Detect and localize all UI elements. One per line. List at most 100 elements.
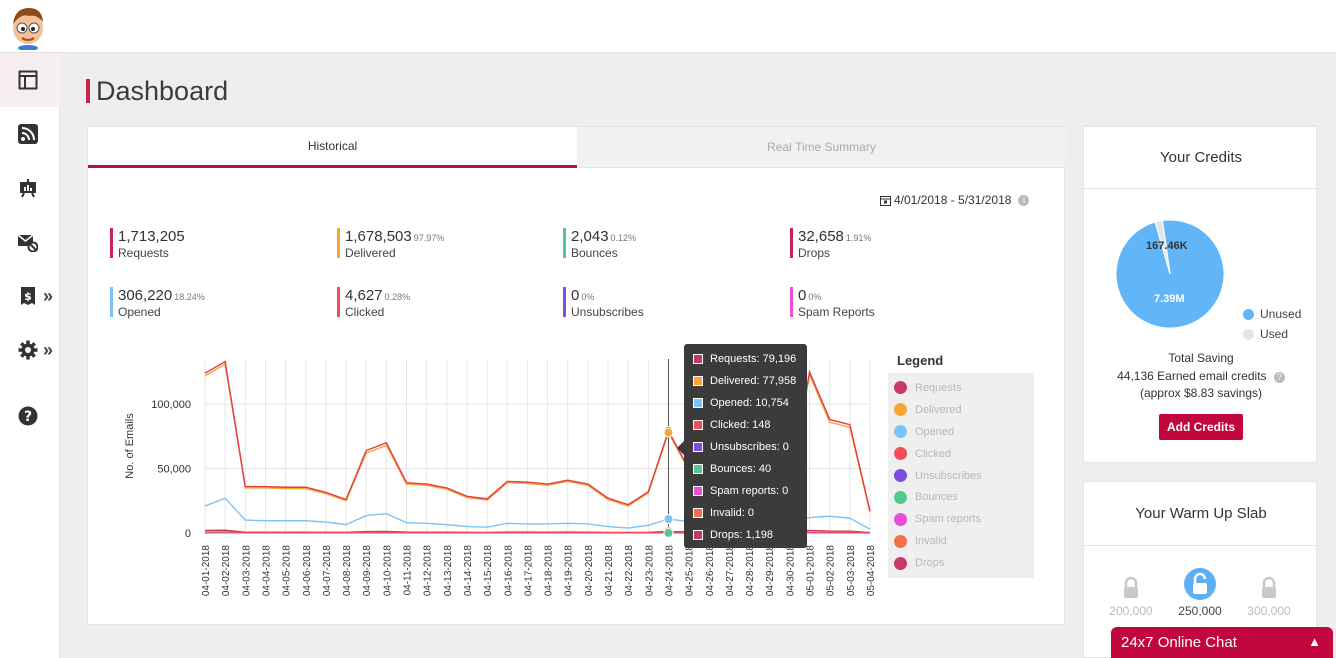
slab-label: 250,000 <box>1178 604 1222 618</box>
rss-icon <box>18 124 38 144</box>
pie-slice-used[interactable] <box>1154 219 1171 275</box>
x-tick-label: 04-13-2018 <box>443 545 454 597</box>
sidebar-item-dashboard[interactable] <box>0 53 60 107</box>
stat-value: 4,627 <box>345 287 383 304</box>
x-tick-label: 05-04-2018 <box>866 545 877 597</box>
legend-dot <box>894 381 907 395</box>
svg-text:$: $ <box>24 290 32 303</box>
chevron-right-icon: » <box>43 339 54 360</box>
sidebar-item-feed[interactable] <box>0 107 60 161</box>
legend-item-requests[interactable]: Requests <box>894 377 1034 399</box>
x-tick-label: 04-21-2018 <box>604 545 615 597</box>
lock-icon <box>1262 576 1276 598</box>
tooltip-row: Opened: 10,754 <box>693 392 807 414</box>
chevron-up-icon: ▲ <box>1308 634 1321 649</box>
info-icon[interactable]: ? <box>1273 371 1285 383</box>
x-tick-label: 04-25-2018 <box>685 545 696 597</box>
sidebar-item-reports[interactable] <box>0 161 60 215</box>
sidebar-item-help[interactable]: ? <box>0 389 60 443</box>
legend-dot <box>894 512 907 526</box>
x-tick-label: 04-24-2018 <box>664 545 675 597</box>
legend-item-opened[interactable]: Opened <box>894 421 1034 443</box>
stat-percent: 97.97% <box>413 233 445 243</box>
sidebar-item-billing[interactable]: $ » <box>0 269 60 323</box>
legend-dot <box>894 490 907 504</box>
legend-dot <box>894 534 907 548</box>
stat-clicked: 4,627 0.28% Clicked <box>337 287 410 319</box>
tooltip-arrow <box>677 441 684 455</box>
legend-label: Clicked <box>915 447 952 460</box>
legend-item-drops[interactable]: Drops <box>894 552 1034 574</box>
credits-title: Your Credits <box>1084 127 1318 189</box>
help-icon: ? <box>18 406 38 426</box>
page-title: Dashboard <box>86 76 228 106</box>
legend-item-delivered[interactable]: Delivered <box>894 399 1034 421</box>
svg-text:?: ? <box>24 409 32 425</box>
tooltip-row: Delivered: 77,958 <box>693 370 807 392</box>
stat-accent <box>563 228 566 258</box>
stat-value: 1,678,503 <box>345 228 412 245</box>
x-tick-label: 05-02-2018 <box>826 545 837 597</box>
credits-pie-chart <box>1115 219 1225 329</box>
hover-point-delivered[interactable] <box>663 427 674 438</box>
stat-value: 0 <box>798 287 807 304</box>
stat-label: Opened <box>118 305 161 319</box>
tooltip-swatch <box>693 464 703 474</box>
stat-bounces: 2,043 0.12% Bounces <box>563 228 636 260</box>
stat-accent <box>110 287 113 317</box>
legend-dot <box>894 403 907 417</box>
tab-historical[interactable]: Historical <box>88 127 577 168</box>
stat-accent <box>337 287 340 317</box>
legend-item-unsubscribes[interactable]: Unsubscribes <box>894 465 1034 487</box>
legend-item-invalid[interactable]: Invalid <box>894 530 1034 552</box>
stat-value: 1,713,205 <box>118 228 185 245</box>
date-range[interactable]: 4/01/2018 - 5/31/2018 i <box>880 193 1030 207</box>
stat-value: 2,043 <box>571 228 609 245</box>
legend-item-clicked[interactable]: Clicked <box>894 443 1034 465</box>
online-chat-button[interactable]: 24x7 Online Chat ▲ <box>1111 627 1333 658</box>
stat-accent <box>563 287 566 317</box>
x-tick-label: 04-23-2018 <box>644 545 655 597</box>
stat-percent: 0.12% <box>610 233 637 243</box>
stat-value: 306,220 <box>118 287 173 304</box>
stat-label: Requests <box>118 246 169 260</box>
stat-percent: 18.24% <box>174 292 205 302</box>
x-tick-label: 04-20-2018 <box>584 545 595 597</box>
legend-title: Legend <box>897 353 944 368</box>
chat-label: 24x7 Online Chat <box>1121 634 1237 651</box>
legend-item-spam-reports[interactable]: Spam reports <box>894 508 1034 530</box>
add-credits-button[interactable]: Add Credits <box>1159 414 1243 440</box>
x-tick-label: 04-01-2018 <box>201 545 212 597</box>
sidebar-item-mail-block[interactable] <box>0 215 60 269</box>
x-tick-label: 04-15-2018 <box>483 545 494 597</box>
stat-label: Clicked <box>345 305 385 319</box>
chart-tooltip: Requests: 79,196 Delivered: 77,958 Opened:… <box>684 344 807 548</box>
hover-point-bounces[interactable] <box>663 527 674 538</box>
stat-value: 0 <box>571 287 580 304</box>
stat-accent <box>337 228 340 258</box>
x-tick-label: 04-08-2018 <box>342 545 353 597</box>
hover-point-opened[interactable] <box>663 514 674 525</box>
tooltip-row: Drops: 1,198 <box>693 524 807 546</box>
avatar-logo[interactable] <box>9 4 47 51</box>
legend-dot <box>894 447 907 461</box>
tooltip-row: Bounces: 40 <box>693 458 807 480</box>
tab-real-time-summary[interactable]: Real Time Summary <box>577 127 1066 168</box>
legend-item-bounces[interactable]: Bounces <box>894 486 1034 508</box>
legend-dot <box>894 425 907 439</box>
legend-label: Opened <box>915 425 955 438</box>
sidebar-item-settings[interactable]: » <box>0 323 60 377</box>
stat-drops: 32,658 1.91% Drops <box>790 228 871 260</box>
stat-value: 32,658 <box>798 228 844 245</box>
legend-label: Used <box>1260 327 1289 341</box>
tooltip-row: Clicked: 148 <box>693 414 807 436</box>
slab-200000: 200,000 <box>1096 576 1166 618</box>
tooltip-swatch <box>693 420 703 430</box>
info-icon[interactable]: i <box>1018 194 1030 206</box>
y-tick-label: 100,000 <box>151 399 191 411</box>
lock-icon <box>1124 576 1138 598</box>
date-range-text: 4/01/2018 - 5/31/2018 <box>894 193 1012 207</box>
title-accent <box>86 79 90 103</box>
stat-label: Drops <box>798 246 831 260</box>
saving-title: Total Saving <box>1168 351 1234 365</box>
